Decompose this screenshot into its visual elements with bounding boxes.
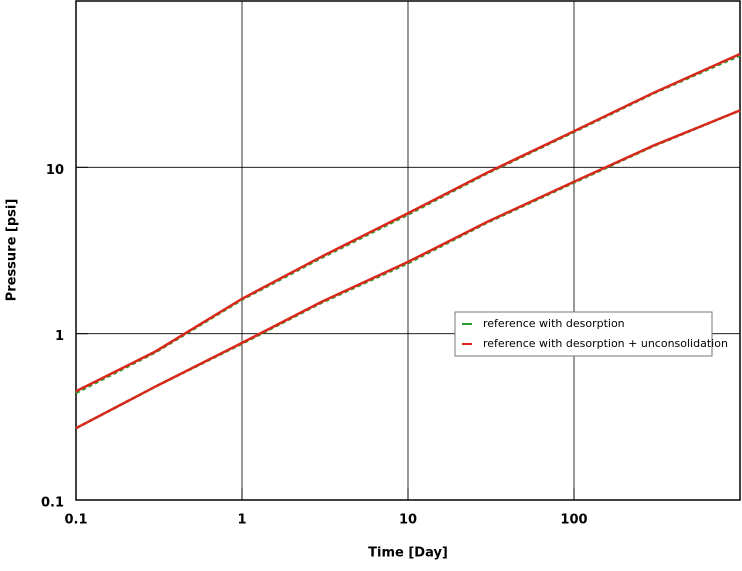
y-tick-label: 1 bbox=[55, 329, 64, 344]
series-line bbox=[75, 52, 741, 393]
x-tick-label: 10 bbox=[399, 513, 417, 528]
legend-label: reference with desorption bbox=[483, 317, 625, 330]
y-axis-label: Pressure [psi] bbox=[5, 199, 20, 302]
x-tick-label: 1 bbox=[237, 513, 246, 528]
plot-frame bbox=[75, 0, 741, 501]
legend-label: reference with desorption + unconsolidat… bbox=[483, 337, 728, 350]
series-line bbox=[75, 109, 741, 430]
y-tick-label: 10 bbox=[46, 163, 64, 178]
x-tick-label: 100 bbox=[560, 513, 587, 528]
x-tick-label: 0.1 bbox=[64, 513, 87, 528]
x-axis-label: Time [Day] bbox=[368, 546, 448, 561]
legend-box bbox=[454, 311, 713, 357]
y-tick-label: 0.1 bbox=[41, 496, 64, 511]
